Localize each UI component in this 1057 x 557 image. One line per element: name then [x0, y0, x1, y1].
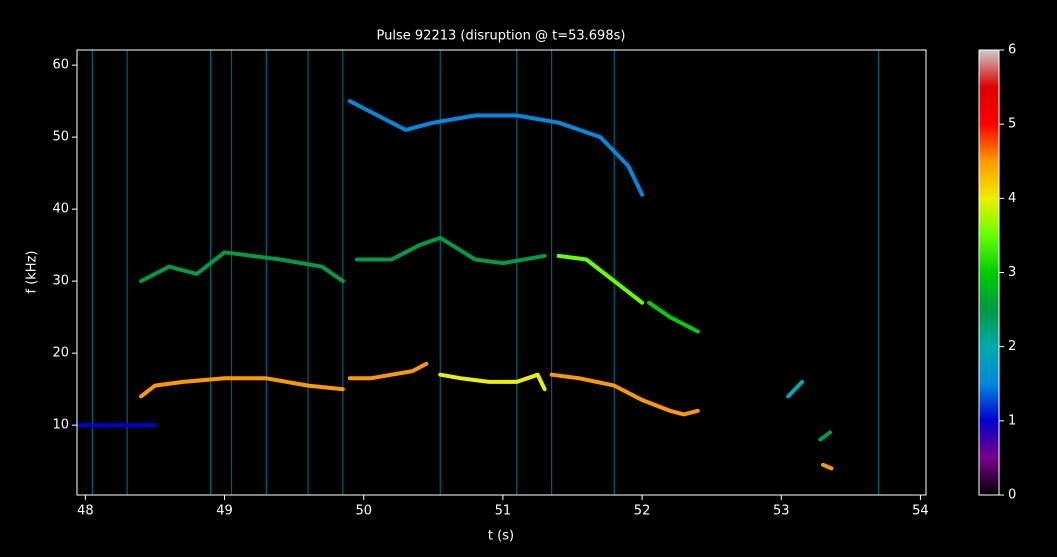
colorbar: [978, 49, 1000, 496]
mode-trace: [139, 376, 345, 399]
y-tick-label: 40: [52, 202, 69, 217]
colorbar-tick-label: 6: [1008, 43, 1016, 58]
y-tick-label: 60: [52, 58, 69, 73]
x-tick-label: 50: [355, 504, 372, 519]
colorbar-tick-label: 0: [1008, 488, 1016, 503]
colorbar-tick-label: 3: [1008, 265, 1016, 280]
chart-title: Pulse 92213 (disruption @ t=53.698s): [377, 29, 626, 44]
mode-trace: [556, 253, 645, 305]
x-tick-label: 54: [912, 504, 929, 519]
x-tick-label: 52: [634, 504, 651, 519]
x-tick-label: 51: [495, 504, 512, 519]
y-axis-label: f (kHz): [25, 251, 40, 294]
colorbar-tick-label: 2: [1008, 339, 1016, 354]
colorbar-tick-label: 5: [1008, 117, 1016, 132]
y-tick-label: 10: [52, 418, 69, 433]
x-tick-label: 48: [77, 504, 94, 519]
x-axis-label: t (s): [488, 529, 514, 544]
mode-trace: [347, 99, 645, 197]
y-tick-label: 30: [52, 274, 69, 289]
mode-trace: [821, 462, 834, 471]
mode-trace: [354, 235, 547, 266]
plot-area: [77, 50, 880, 495]
x-tick-label: 53: [773, 504, 790, 519]
mode-trace: [818, 430, 832, 442]
y-tick-label: 20: [52, 346, 69, 361]
mode-trace: [647, 300, 700, 334]
mode-trace: [786, 379, 805, 399]
plot-frame: [76, 49, 927, 496]
colorbar-tick-label: 4: [1008, 191, 1016, 206]
mode-trace: [347, 361, 429, 381]
y-tick-label: 50: [52, 130, 69, 145]
mode-trace: [549, 372, 700, 417]
colorbar-tick-label: 1: [1008, 413, 1016, 428]
mode-trace: [139, 250, 345, 284]
mode-trace: [438, 372, 547, 392]
x-tick-label: 49: [216, 504, 233, 519]
